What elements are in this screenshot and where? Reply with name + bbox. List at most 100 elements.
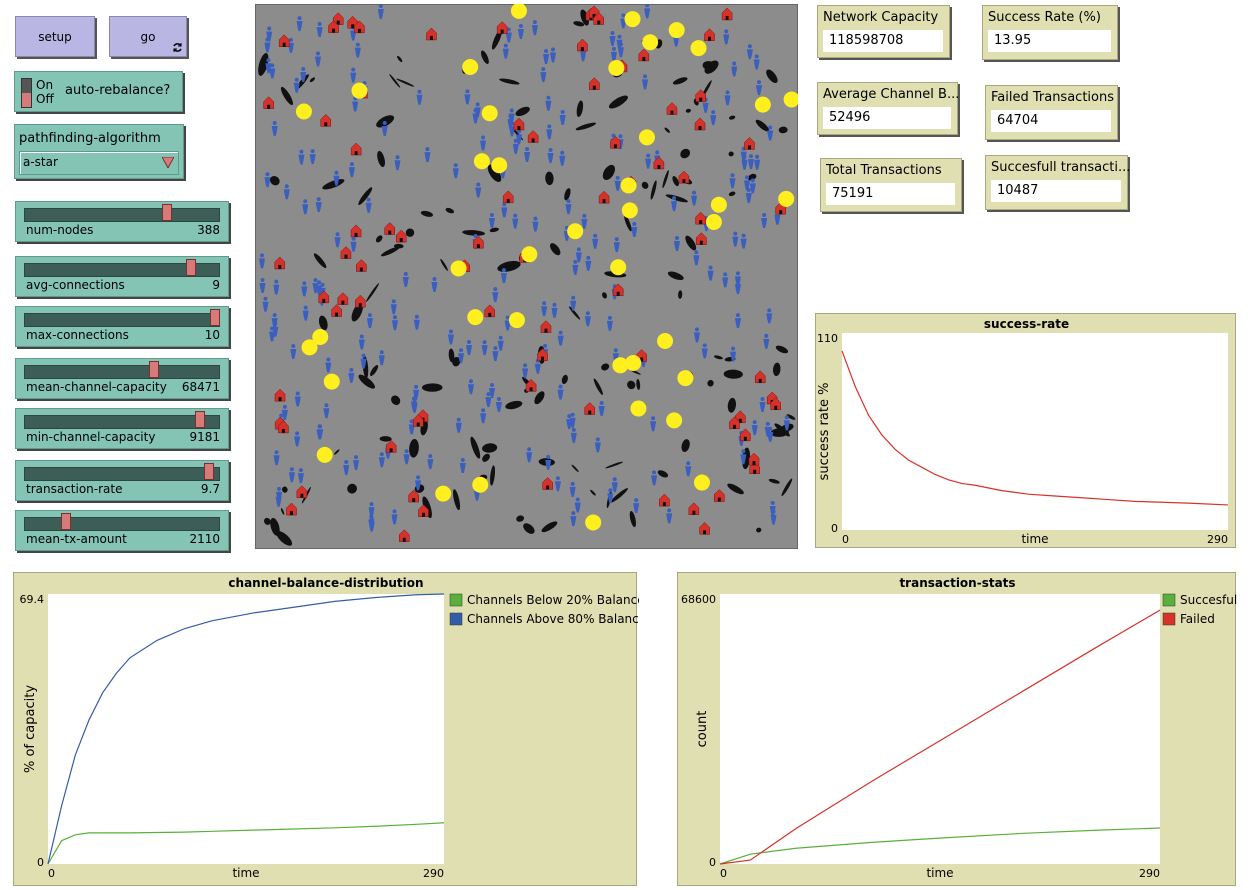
- person-head: [302, 281, 307, 286]
- hub-node: [473, 153, 490, 170]
- person-head: [570, 481, 575, 486]
- person-body: [524, 151, 531, 162]
- person-node: [377, 4, 384, 19]
- person-node: [570, 427, 577, 443]
- slider-label: max-connections: [26, 328, 129, 342]
- network-gap: [389, 74, 401, 88]
- network-gap: [377, 150, 385, 168]
- slider-track: [24, 263, 220, 277]
- person-node: [475, 182, 482, 198]
- person-node: [466, 339, 473, 355]
- network-gap: [772, 362, 781, 377]
- switch-thumb: [22, 93, 31, 107]
- person-node: [452, 163, 459, 179]
- person-head: [634, 498, 639, 503]
- network-gap: [665, 194, 688, 203]
- slider[interactable]: num-nodes 388: [15, 201, 229, 242]
- hub-node: [312, 328, 329, 345]
- setup-button[interactable]: setup: [15, 16, 95, 57]
- house-node: [340, 246, 352, 259]
- person-body: [731, 66, 738, 77]
- monitor-label: Average Channel B...: [823, 87, 960, 102]
- network-gap: [391, 395, 401, 406]
- slider[interactable]: min-channel-capacity 9181: [15, 408, 229, 449]
- person-head: [585, 311, 590, 316]
- slider[interactable]: max-connections 10: [15, 306, 229, 347]
- slider-label: transaction-rate: [26, 482, 123, 496]
- house-shape: [729, 416, 740, 430]
- person-head: [599, 401, 604, 406]
- person-node: [269, 326, 276, 342]
- person-body: [302, 204, 309, 215]
- plot-area: [48, 594, 444, 864]
- person-head: [298, 468, 303, 473]
- house-door: [335, 312, 339, 317]
- person-head: [391, 299, 396, 304]
- network-gap: [445, 207, 455, 214]
- network-gap: [470, 436, 481, 459]
- network-gap: [396, 78, 415, 87]
- house-shape: [699, 521, 710, 535]
- network-gap: [608, 95, 628, 109]
- house-door: [616, 291, 620, 296]
- person-head: [279, 413, 284, 418]
- person-node: [545, 454, 552, 470]
- person-body: [271, 126, 278, 137]
- pathfinding-chooser[interactable]: pathfinding-algorithm a-star: [14, 124, 184, 179]
- house-door: [281, 428, 285, 433]
- house-door: [732, 424, 736, 429]
- person-head: [465, 89, 470, 94]
- slider[interactable]: transaction-rate 9.7: [15, 460, 229, 501]
- house-door: [289, 511, 293, 516]
- slider[interactable]: mean-channel-capacity 68471: [15, 358, 229, 399]
- network-gap: [575, 122, 596, 131]
- slider[interactable]: mean-tx-amount 2110: [15, 510, 229, 551]
- person-body: [298, 154, 305, 165]
- person-body: [294, 436, 301, 447]
- person-node: [559, 150, 566, 166]
- person-head: [509, 121, 514, 126]
- slider-track: [24, 208, 220, 222]
- person-head: [762, 213, 767, 218]
- person-node: [734, 313, 741, 329]
- house-shape: [540, 320, 552, 333]
- person-head: [646, 153, 651, 158]
- person-body: [262, 301, 269, 312]
- person-node: [732, 231, 739, 247]
- house-node: [714, 489, 725, 502]
- slider-value: 10: [204, 328, 220, 342]
- auto-rebalance-switch[interactable]: On Off auto-rebalance?: [14, 71, 183, 112]
- person-node: [467, 379, 474, 395]
- person-body: [592, 238, 599, 249]
- house-door: [388, 230, 392, 235]
- person-head: [547, 124, 552, 129]
- hub-node: [612, 357, 629, 374]
- slider-value: 9: [212, 278, 220, 292]
- switch-label: auto-rebalance?: [65, 83, 171, 98]
- person-head: [291, 343, 296, 348]
- slider-thumb: [161, 204, 172, 221]
- person-body: [492, 351, 499, 362]
- house-door: [351, 24, 355, 29]
- network-gap: [370, 364, 379, 377]
- house-shape: [274, 256, 286, 270]
- person-node: [756, 80, 763, 96]
- house-shape: [744, 137, 755, 150]
- person-body: [541, 306, 548, 317]
- person-node: [569, 481, 576, 497]
- person-head: [732, 61, 737, 66]
- network-gap: [561, 374, 568, 385]
- go-button[interactable]: go: [109, 16, 187, 57]
- person-head: [284, 184, 289, 189]
- person-node: [293, 77, 300, 93]
- person-head: [317, 424, 322, 429]
- hub-node: [450, 260, 467, 277]
- person-body: [273, 455, 280, 466]
- hub-node: [585, 514, 602, 531]
- house-door: [354, 151, 358, 156]
- person-head: [351, 236, 356, 241]
- network-gap: [534, 391, 545, 405]
- person-node: [472, 108, 479, 124]
- network-gap: [280, 508, 285, 515]
- slider[interactable]: avg-connections 9: [15, 256, 229, 297]
